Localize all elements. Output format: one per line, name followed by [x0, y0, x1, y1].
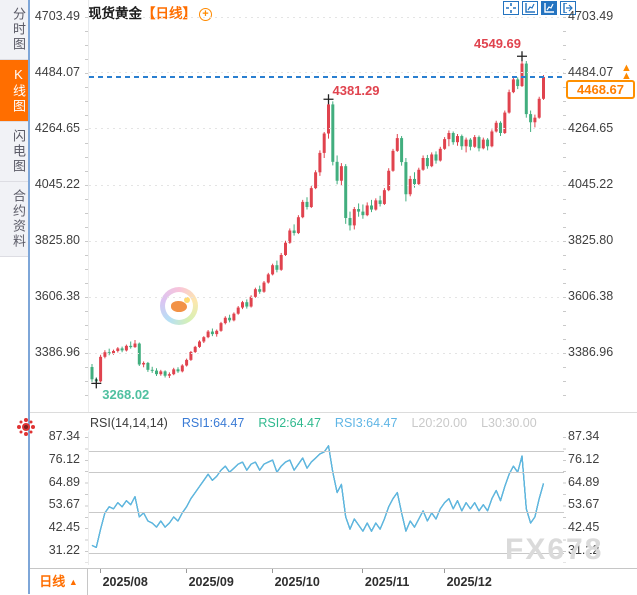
rsi-legend-item: L20:20.00 [411, 416, 468, 430]
right-axis-minor-ticks [563, 17, 566, 407]
price-gridline [89, 72, 564, 74]
price-tick-label: 4045.22 [34, 177, 80, 191]
fx678-watermark: FX678 [505, 533, 604, 566]
rsi-tick-label: 31.22 [48, 543, 80, 558]
axis-scale-icon[interactable] [522, 1, 538, 15]
price-annotation: 3268.02 [102, 387, 150, 403]
period-label: 日线 [39, 574, 66, 589]
rsi-legend-item: RSI3:64.47 [334, 416, 398, 430]
rsi-legend-item: RSI1:64.47 [181, 416, 245, 430]
rsi-legend-item: L30:30.00 [481, 416, 537, 430]
price-tick-label: 3825.80 [568, 233, 614, 247]
rsi-tick-label: 76.12 [48, 451, 80, 466]
site-logo-mascot [171, 296, 190, 312]
price-tick-label: 3606.38 [34, 289, 80, 303]
date-tick [185, 569, 187, 573]
sidebar-tab-闪电图[interactable]: 闪电图 [0, 122, 28, 182]
date-tick [271, 569, 273, 573]
date-tick [361, 569, 363, 573]
price-annotation: 4381.29 [332, 83, 380, 99]
price-tick-label: 4703.49 [568, 9, 614, 23]
rsi-legend-item: RSI2:64.47 [258, 416, 321, 430]
rsi-tick-label: 42.45 [48, 520, 80, 535]
exit-fullscreen-icon[interactable] [560, 1, 576, 15]
price-gridline [89, 296, 564, 298]
price-tick-label: 4484.07 [568, 64, 614, 79]
date-label: 2025/12 [446, 575, 492, 589]
site-logo-watermark [160, 287, 198, 325]
sidebar-tab-合约资料[interactable]: 合约资料 [0, 182, 28, 257]
chart-toolbar [503, 1, 576, 15]
indicator-settings-sun-icon[interactable] [22, 423, 30, 431]
current-price-line [89, 75, 564, 78]
sidebar-tab-K线图[interactable]: K线图 [0, 60, 28, 122]
price-tick-label: 3825.80 [34, 233, 80, 247]
rsi-tick-label: 64.89 [48, 474, 80, 489]
pan-crosshair-icon[interactable] [503, 1, 519, 15]
rsi-legend-item: RSI(14,14,14) [90, 416, 168, 430]
price-gridline [89, 240, 564, 242]
period-arrow-icon: ▲ [68, 577, 78, 587]
rsi-tick-label: 42.45 [568, 520, 600, 535]
rsi-level-line [89, 471, 564, 473]
date-label: 2025/09 [188, 575, 234, 589]
rsi-left-minor-ticks [85, 437, 88, 563]
price-up-arrow-icon: ▲ ▲ [621, 62, 632, 82]
price-tick-label: 4703.49 [34, 9, 80, 23]
rsi-tick-label: 53.67 [568, 497, 600, 512]
sidebar-tab-分时图[interactable]: 分时图 [0, 0, 28, 60]
rsi-tick-label: 76.12 [568, 451, 600, 466]
price-tick-label: 3386.96 [568, 345, 614, 359]
candlestick-panel[interactable]: 3268.02 4381.29 4549.69 [88, 0, 564, 412]
rsi-panel[interactable] [88, 432, 564, 565]
date-label: 2025/08 [102, 575, 148, 589]
period-selector[interactable]: 日线 ▲ [30, 569, 88, 595]
rsi-tick-label: 64.89 [568, 474, 600, 489]
rsi-level-line [89, 512, 564, 514]
date-tick [443, 569, 445, 573]
chart-tools-icon-active[interactable] [541, 1, 557, 15]
price-gridline [89, 128, 564, 130]
rsi-tick-label: 31.22 [568, 543, 600, 558]
price-tick-label: 4264.65 [34, 120, 80, 135]
panel-divider [30, 412, 637, 413]
time-axis-bar: 日线 ▲ 2025/08 2025/09 2025/10 2025/11 2025/12 [30, 568, 637, 595]
date-label: 2025/11 [364, 575, 410, 589]
price-gridline [89, 16, 564, 18]
price-gridline [89, 352, 564, 354]
price-annotation: 4549.69 [474, 36, 521, 52]
rsi-right-minor-ticks [563, 437, 566, 563]
rsi-svg [91, 445, 545, 549]
candlestick-svg [90, 51, 545, 389]
chart-type-sidebar: 分时图 K线图 闪电图 合约资料 [0, 0, 30, 594]
current-price-box: 4468.67 [566, 80, 635, 99]
rsi-level-line [89, 553, 564, 554]
rsi-tick-label: 53.67 [48, 497, 80, 512]
date-tick [99, 569, 101, 573]
add-indicator-icon[interactable]: + [199, 8, 212, 21]
date-label: 2025/10 [274, 575, 320, 589]
price-tick-label: 4484.07 [34, 64, 80, 79]
left-axis-minor-ticks [85, 17, 88, 407]
price-tick-label: 4264.65 [568, 120, 614, 135]
rsi-legend: RSI(14,14,14) RSI1:64.47 RSI2:64.47 RSI3:64… [90, 416, 551, 430]
price-tick-label: 3386.96 [34, 345, 80, 359]
rsi-tick-label: 87.34 [48, 429, 80, 443]
rsi-level-line [89, 451, 564, 453]
rsi-tick-label: 87.34 [568, 429, 600, 443]
price-gridline [89, 184, 564, 186]
price-tick-label: 3606.38 [568, 289, 614, 303]
price-tick-label: 4045.22 [568, 177, 614, 191]
